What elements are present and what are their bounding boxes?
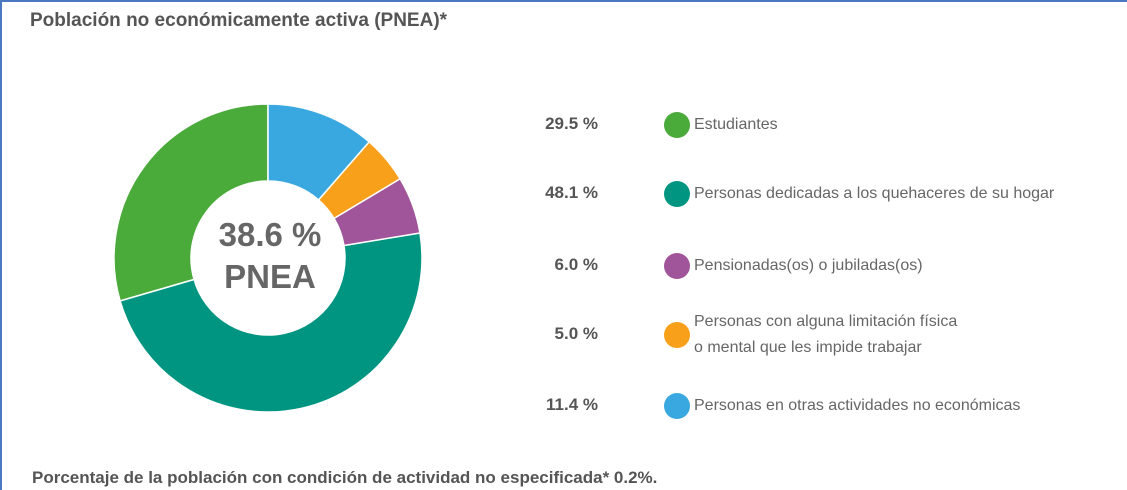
legend-swatch [664,393,690,419]
value-label: 5.0 % [554,324,598,343]
value-label: 6.0 % [554,255,598,274]
legend-swatch [664,181,690,207]
legend-label: Personas en otras actividades no económi… [694,397,1021,414]
value-label: 29.5 % [545,114,598,133]
legend-label: Personas dedicadas a los quehaceres de s… [694,185,1055,202]
legend-swatch [664,322,690,348]
legend-swatch [664,253,690,279]
donut-slice [119,232,423,413]
footnote: Porcentaje de la población con condición… [32,468,658,487]
legend-label: Pensionadas(os) o jubiladas(os) [694,257,923,274]
donut-slice [267,103,371,201]
chart-title: Población no económicamente activa (PNEA… [30,10,448,31]
legend-swatch [664,112,690,138]
value-label: 11.4 % [546,395,598,414]
center-label: 38.6 % [218,216,322,253]
donut-slice [113,103,269,302]
center-label: PNEA [224,258,316,295]
legend-label: Estudiantes [694,116,778,133]
legend-label: Personas con alguna limitación física o … [694,313,958,356]
value-label: 48.1 % [545,183,598,202]
